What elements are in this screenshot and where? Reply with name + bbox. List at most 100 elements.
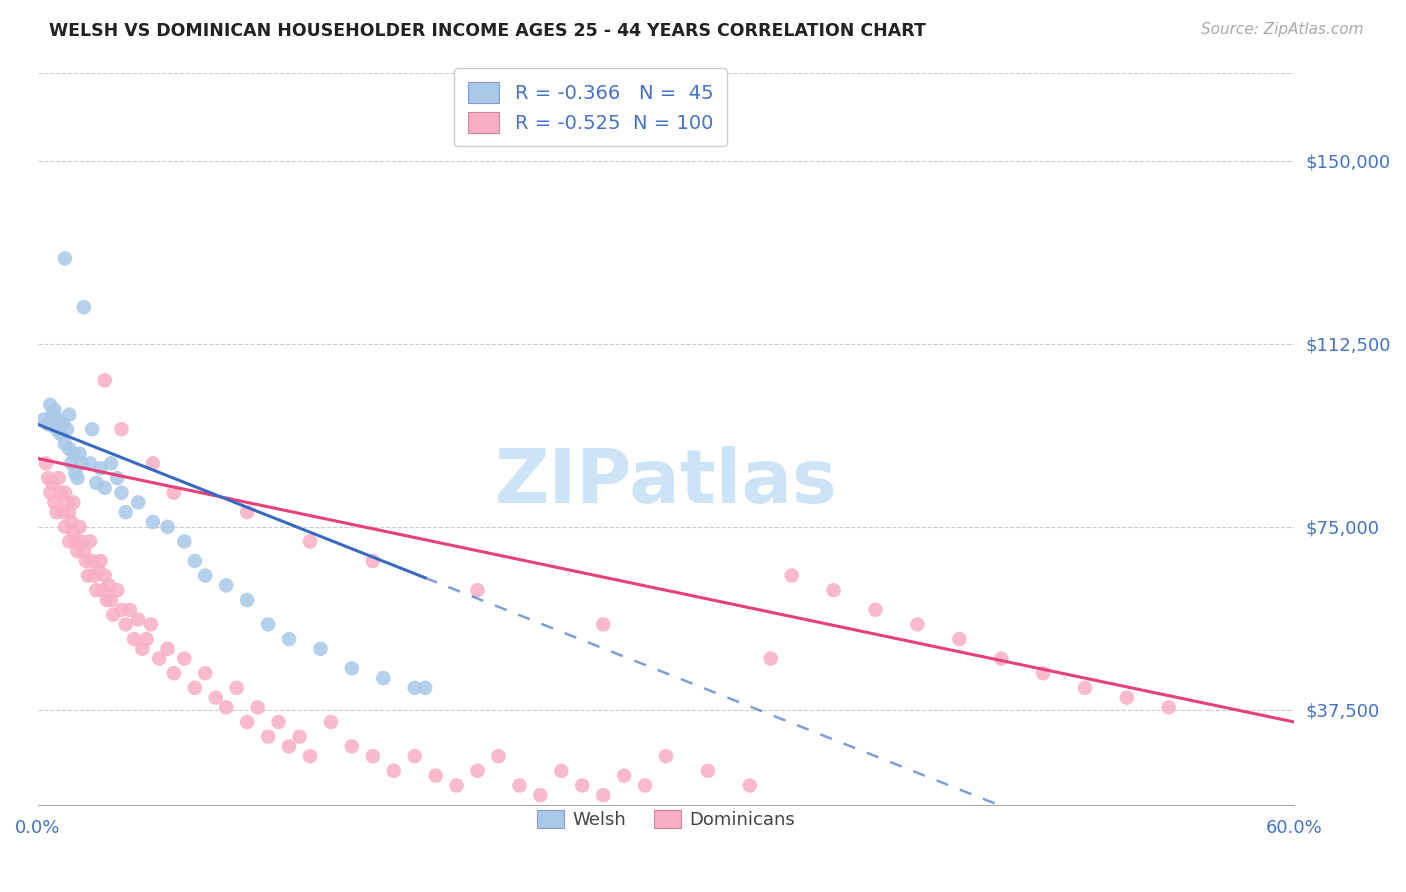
Point [613,769,636,783]
Point [990,651,1012,665]
Text: WELSH VS DOMINICAN HOUSEHOLDER INCOME AGES 25 - 44 YEARS CORRELATION CHART: WELSH VS DOMINICAN HOUSEHOLDER INCOME AG… [49,22,927,40]
Text: Source: ZipAtlas.com: Source: ZipAtlas.com [1201,22,1364,37]
Point [86,475,108,490]
Point [173,651,195,665]
Text: ZIPatlas: ZIPatlas [495,446,838,519]
Point [32,412,55,426]
Point [340,661,363,675]
Point [49,427,72,442]
Point [58,505,80,519]
Point [69,520,91,534]
Point [413,681,436,695]
Point [738,779,761,793]
Point [865,603,887,617]
Point [550,764,572,778]
Point [48,412,70,426]
Point [83,568,105,582]
Point [163,485,186,500]
Point [66,544,89,558]
Legend: Welsh, Dominicans: Welsh, Dominicans [530,803,803,836]
Point [780,568,803,582]
Point [257,617,280,632]
Point [1157,700,1180,714]
Point [1115,690,1137,705]
Point [44,495,66,509]
Point [53,485,76,500]
Point [267,714,290,729]
Point [73,544,96,558]
Point [127,613,149,627]
Point [592,617,614,632]
Point [56,422,79,436]
Point [58,534,80,549]
Point [110,603,132,617]
Point [236,714,259,729]
Point [89,461,111,475]
Point [75,554,97,568]
Point [52,417,75,432]
Point [79,456,101,470]
Point [114,617,136,632]
Point [142,456,165,470]
Point [122,632,145,646]
Point [118,603,141,617]
Point [142,515,165,529]
Point [215,578,238,592]
Point [194,568,217,582]
Point [69,447,91,461]
Point [823,583,845,598]
Point [156,520,179,534]
Point [114,505,136,519]
Point [298,749,321,764]
Point [60,456,83,470]
Point [425,769,447,783]
Point [100,456,122,470]
Point [62,447,84,461]
Point [571,779,593,793]
Point [592,788,614,802]
Point [73,300,96,314]
Point [53,437,76,451]
Point [100,593,122,607]
Point [56,495,79,509]
Point [148,651,170,665]
Point [278,632,301,646]
Point [1032,666,1054,681]
Point [110,485,132,500]
Point [634,779,657,793]
Point [91,583,114,598]
Point [288,730,311,744]
Point [127,495,149,509]
Point [655,749,678,764]
Point [382,764,405,778]
Point [65,534,87,549]
Point [361,749,384,764]
Point [65,466,87,480]
Point [77,568,100,582]
Point [257,730,280,744]
Point [105,583,128,598]
Point [45,505,67,519]
Point [184,681,207,695]
Point [96,593,118,607]
Point [163,666,186,681]
Point [79,534,101,549]
Point [215,700,238,714]
Point [236,593,259,607]
Point [82,554,104,568]
Point [1074,681,1097,695]
Point [340,739,363,754]
Point [446,779,468,793]
Point [37,417,59,432]
Point [309,641,332,656]
Point [759,651,782,665]
Point [70,534,93,549]
Point [373,671,395,685]
Point [101,607,124,622]
Point [66,471,89,485]
Point [156,641,179,656]
Point [697,764,720,778]
Point [53,520,76,534]
Point [41,475,63,490]
Point [361,554,384,568]
